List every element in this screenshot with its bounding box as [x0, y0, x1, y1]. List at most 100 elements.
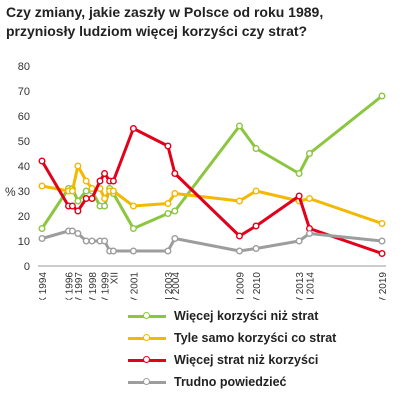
y-tick-label: 60 [18, 111, 30, 123]
data-point [171, 207, 179, 215]
data-point [252, 222, 260, 230]
data-point [164, 199, 172, 207]
x-tick-label: V 2004 [171, 272, 182, 300]
data-point [305, 194, 313, 202]
x-tick-label: V 2013 [295, 272, 306, 300]
x-tick-label: I 2009 [235, 272, 246, 300]
data-point [74, 197, 82, 205]
data-point [164, 142, 172, 150]
y-tick-label: 70 [18, 86, 30, 98]
data-point [129, 224, 137, 232]
data-point [82, 187, 90, 195]
data-point [129, 124, 137, 132]
x-tick-label: X 1994 [38, 272, 49, 300]
legend-label: Więcej strat niż korzyści [174, 353, 319, 367]
data-point [74, 207, 82, 215]
data-point [109, 177, 117, 185]
x-tick-label: V 2001 [129, 272, 140, 300]
data-point [68, 227, 76, 235]
x-tick-label: XI 2003 [164, 272, 175, 300]
data-point [235, 122, 243, 130]
data-point [68, 187, 76, 195]
data-point [295, 237, 303, 245]
data-point [164, 247, 172, 255]
data-point [171, 189, 179, 197]
data-point [378, 237, 386, 245]
y-tick-label: 20 [18, 211, 30, 223]
data-point [82, 237, 90, 245]
data-point [129, 247, 137, 255]
x-tick-label: III/IV 2010 [252, 272, 263, 300]
x-tick-label: V 1997 [74, 272, 85, 300]
data-point [74, 162, 82, 170]
x-tick-label: II 2014 [305, 272, 316, 300]
y-tick-label: 10 [18, 236, 30, 248]
data-point [88, 184, 96, 192]
chart-title: Czy zmiany, jakie zaszły w Polsce od rok… [6, 3, 396, 41]
data-point [129, 202, 137, 210]
legend-item-3: Więcej strat niż korzyści [128, 349, 398, 371]
data-point [88, 237, 96, 245]
data-point [295, 192, 303, 200]
data-point [164, 209, 172, 217]
legend: Więcej korzyści niż strat Tyle samo korzy… [128, 305, 398, 393]
x-tick-label: IV 1999 [101, 272, 112, 300]
data-point [38, 157, 46, 165]
y-tick-label: 80 [18, 61, 30, 73]
legend-swatch [128, 378, 166, 385]
legend-swatch [128, 334, 166, 341]
legend-marker [143, 356, 150, 363]
data-point [82, 194, 90, 202]
data-point [171, 169, 179, 177]
data-point [305, 149, 313, 157]
x-tick-label: XII [109, 272, 120, 284]
data-point [252, 187, 260, 195]
legend-swatch [128, 356, 166, 363]
data-point [235, 247, 243, 255]
legend-swatch [128, 312, 166, 319]
data-point [101, 237, 109, 245]
legend-label: Tyle samo korzyści co strat [174, 331, 337, 345]
data-point [38, 234, 46, 242]
data-point [378, 92, 386, 100]
data-point [171, 234, 179, 242]
legend-label: Trudno powiedzieć [174, 375, 287, 389]
data-point [74, 229, 82, 237]
data-point [96, 177, 104, 185]
data-point [38, 182, 46, 190]
data-point [101, 194, 109, 202]
x-tick-label: V 2019 [378, 272, 389, 300]
data-point [109, 247, 117, 255]
legend-marker [143, 334, 150, 341]
data-point [295, 169, 303, 177]
chart-title-line-1: Czy zmiany, jakie zaszły w Polsce od rok… [6, 4, 324, 20]
y-axis-label: % [5, 185, 16, 199]
data-point [252, 144, 260, 152]
y-tick-label: 50 [18, 136, 30, 148]
data-point [378, 249, 386, 257]
legend-marker [143, 378, 150, 385]
legend-item-2: Tyle samo korzyści co strat [128, 327, 398, 349]
data-point [101, 202, 109, 210]
data-point [305, 229, 313, 237]
data-point [109, 187, 117, 195]
legend-item-1: Więcej korzyści niż strat [128, 305, 398, 327]
data-point [68, 202, 76, 210]
data-point [378, 219, 386, 227]
data-point [235, 197, 243, 205]
legend-marker [143, 312, 150, 319]
data-point [235, 232, 243, 240]
data-point [88, 194, 96, 202]
data-point [101, 169, 109, 177]
x-tick-label: IX 1996 [65, 272, 76, 300]
y-tick-label: 40 [18, 161, 30, 173]
data-point [82, 177, 90, 185]
data-point [38, 224, 46, 232]
y-tick-label: 30 [18, 186, 30, 198]
y-tick-label: 0 [24, 261, 30, 273]
legend-item-4: Trudno powiedzieć [128, 371, 398, 393]
legend-label: Więcej korzyści niż strat [174, 309, 319, 323]
data-point [252, 244, 260, 252]
